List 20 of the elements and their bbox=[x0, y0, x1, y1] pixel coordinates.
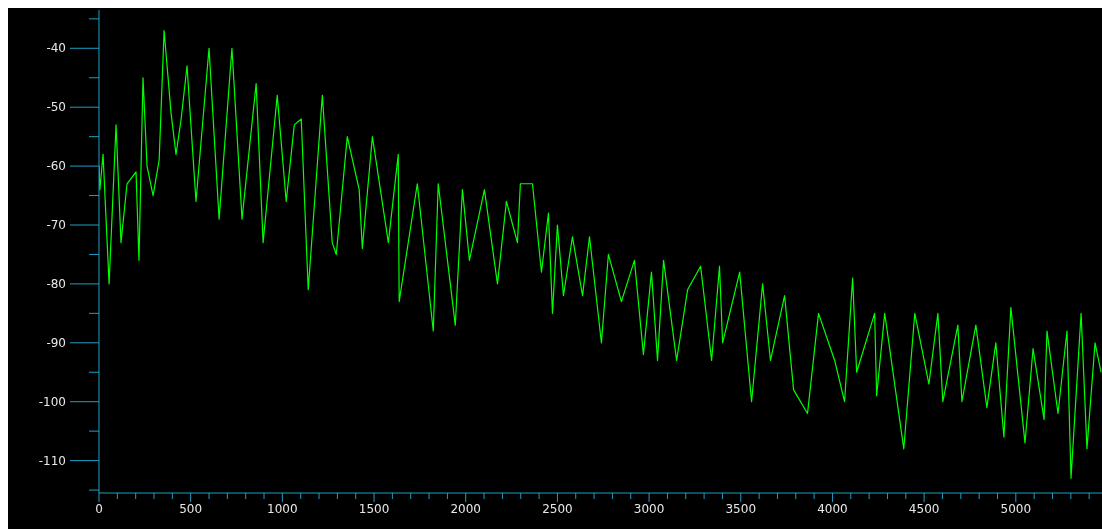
x-tick-label: 3500 bbox=[725, 502, 757, 516]
x-tick-label: 0 bbox=[95, 502, 103, 516]
x-tick-label: 500 bbox=[179, 502, 203, 516]
x-tick-label: 1500 bbox=[358, 502, 390, 516]
x-tick-label: 5000 bbox=[1000, 502, 1032, 516]
x-tick-label: 4000 bbox=[817, 502, 848, 516]
x-tick-label: 4500 bbox=[908, 502, 940, 516]
y-tick-label: -110 bbox=[38, 453, 66, 468]
y-tick-label: -90 bbox=[46, 335, 66, 350]
x-tick-label: 2000 bbox=[450, 502, 481, 516]
y-tick-label: -70 bbox=[46, 217, 66, 232]
x-tick-label: 3000 bbox=[633, 502, 665, 516]
y-tick-label: -100 bbox=[38, 394, 66, 409]
line-series bbox=[99, 30, 1102, 479]
y-tick-label: -50 bbox=[46, 100, 66, 115]
y-tick-label: -40 bbox=[46, 41, 66, 56]
y-tick-label: -80 bbox=[46, 276, 66, 291]
y-tick-label: -60 bbox=[46, 159, 66, 174]
x-tick-label: 1000 bbox=[267, 502, 298, 516]
x-tick-label: 2500 bbox=[542, 502, 573, 516]
